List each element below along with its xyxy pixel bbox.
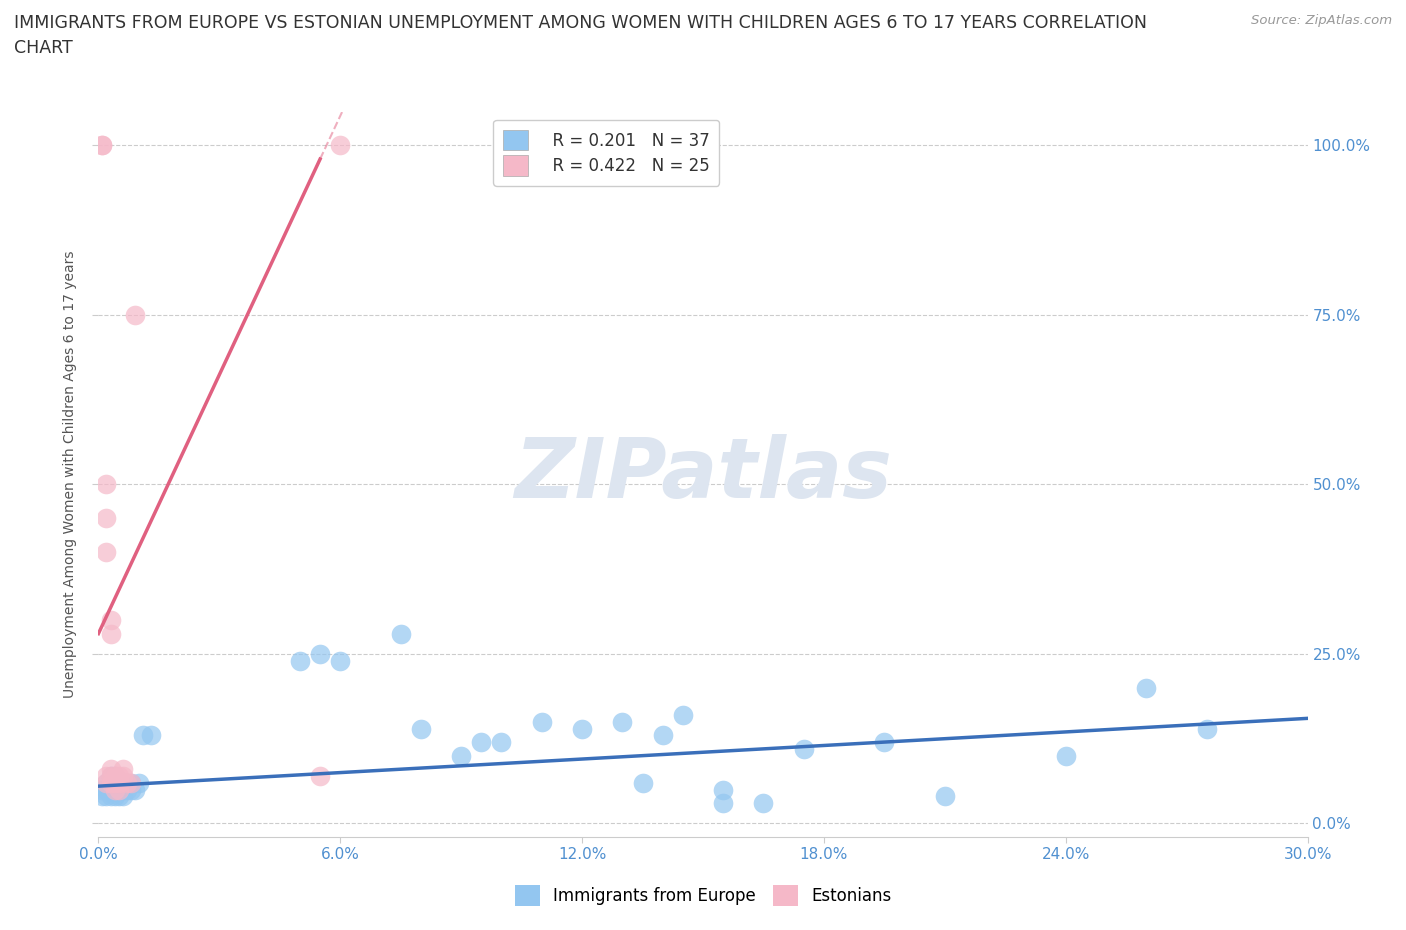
Point bbox=[111, 789, 134, 804]
Text: IMMIGRANTS FROM EUROPE VS ESTONIAN UNEMPLOYMENT AMONG WOMEN WITH CHILDREN AGES 6: IMMIGRANTS FROM EUROPE VS ESTONIAN UNEMP… bbox=[14, 14, 1147, 32]
Point bbox=[651, 728, 673, 743]
Point bbox=[96, 477, 118, 492]
Point bbox=[100, 626, 122, 641]
Point bbox=[100, 613, 122, 628]
Point bbox=[100, 776, 122, 790]
Point bbox=[96, 776, 118, 790]
Point bbox=[103, 776, 125, 790]
Point bbox=[115, 776, 138, 790]
Point bbox=[100, 776, 122, 790]
Point bbox=[96, 768, 118, 783]
Point bbox=[96, 545, 118, 560]
Point bbox=[111, 782, 134, 797]
Point bbox=[103, 768, 125, 783]
Point bbox=[103, 789, 125, 804]
Point bbox=[96, 776, 118, 790]
Point bbox=[107, 782, 129, 797]
Point bbox=[409, 721, 432, 736]
Point bbox=[91, 789, 114, 804]
Point bbox=[107, 768, 129, 783]
Point bbox=[612, 714, 634, 729]
Point bbox=[96, 789, 118, 804]
Point bbox=[96, 782, 118, 797]
Legend: Immigrants from Europe, Estonians: Immigrants from Europe, Estonians bbox=[508, 879, 898, 912]
Point bbox=[491, 735, 513, 750]
Point bbox=[124, 308, 146, 323]
Point bbox=[91, 782, 114, 797]
Point bbox=[111, 762, 134, 777]
Point bbox=[793, 741, 815, 756]
Point bbox=[1195, 721, 1218, 736]
Point bbox=[107, 776, 129, 790]
Point bbox=[91, 138, 114, 153]
Text: Source: ZipAtlas.com: Source: ZipAtlas.com bbox=[1251, 14, 1392, 27]
Point bbox=[107, 776, 129, 790]
Point bbox=[100, 762, 122, 777]
Point bbox=[530, 714, 553, 729]
Point bbox=[100, 768, 122, 783]
Point bbox=[111, 776, 134, 790]
Point bbox=[115, 782, 138, 797]
Point bbox=[288, 653, 311, 668]
Point bbox=[309, 646, 332, 661]
Point bbox=[631, 776, 654, 790]
Point bbox=[450, 749, 472, 764]
Point bbox=[91, 138, 114, 153]
Point bbox=[752, 796, 775, 811]
Point bbox=[128, 776, 150, 790]
Point bbox=[711, 782, 734, 797]
Point bbox=[111, 768, 134, 783]
Point bbox=[115, 776, 138, 790]
Point bbox=[107, 789, 129, 804]
Point bbox=[96, 511, 118, 525]
Point bbox=[124, 782, 146, 797]
Point bbox=[107, 782, 129, 797]
Point bbox=[711, 796, 734, 811]
Point bbox=[329, 138, 352, 153]
Point bbox=[1135, 681, 1157, 696]
Point bbox=[329, 653, 352, 668]
Legend:   R = 0.201   N = 37,   R = 0.422   N = 25: R = 0.201 N = 37, R = 0.422 N = 25 bbox=[494, 120, 720, 186]
Text: CHART: CHART bbox=[14, 39, 73, 57]
Point bbox=[100, 768, 122, 783]
Point bbox=[103, 776, 125, 790]
Point bbox=[120, 776, 142, 790]
Point bbox=[389, 626, 412, 641]
Point bbox=[672, 708, 695, 723]
Point bbox=[100, 789, 122, 804]
Point bbox=[1054, 749, 1077, 764]
Point bbox=[470, 735, 492, 750]
Point bbox=[934, 789, 956, 804]
Point bbox=[100, 782, 122, 797]
Point bbox=[120, 782, 142, 797]
Point bbox=[309, 768, 332, 783]
Point bbox=[103, 768, 125, 783]
Point bbox=[571, 721, 593, 736]
Point bbox=[103, 782, 125, 797]
Point bbox=[139, 728, 162, 743]
Y-axis label: Unemployment Among Women with Children Ages 6 to 17 years: Unemployment Among Women with Children A… bbox=[63, 250, 77, 698]
Point bbox=[132, 728, 155, 743]
Point bbox=[873, 735, 896, 750]
Text: ZIPatlas: ZIPatlas bbox=[515, 433, 891, 515]
Point bbox=[120, 776, 142, 790]
Point bbox=[103, 782, 125, 797]
